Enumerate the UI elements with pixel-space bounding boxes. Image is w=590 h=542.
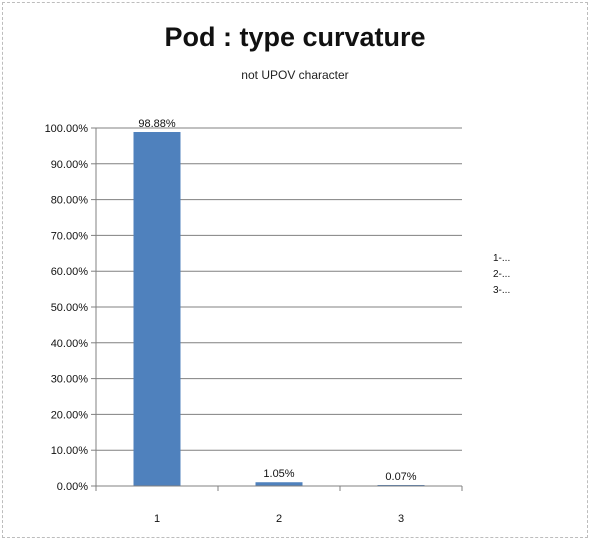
y-tick-label: 40.00% [51, 338, 89, 350]
y-tick-label: 100.00% [45, 123, 89, 135]
x-tick-label: 1 [154, 513, 160, 525]
data-label: 0.07% [385, 471, 416, 483]
y-tick-label: 20.00% [51, 409, 89, 421]
data-label: 1.05% [263, 468, 294, 480]
x-tick-label: 3 [398, 513, 404, 525]
y-tick-label: 90.00% [51, 159, 89, 171]
y-tick-label: 70.00% [51, 230, 89, 242]
y-tick-label: 50.00% [51, 302, 89, 314]
y-tick-label: 80.00% [51, 195, 89, 207]
data-labels: 98.88% 1.05% 0.07% [138, 118, 416, 483]
y-axis-tick-labels: 0.00% 10.00% 20.00% 30.00% 40.00% 50.00% 60.00… [45, 123, 89, 493]
x-tick-label: 2 [276, 513, 282, 525]
y-tick-label: 30.00% [51, 374, 89, 386]
legend-entry: 2-... [493, 269, 510, 280]
chart-title: Pod : type curvature [164, 22, 426, 52]
y-tick-label: 10.00% [51, 445, 89, 457]
legend-entry: 3-... [493, 285, 510, 296]
data-label: 98.88% [138, 118, 176, 130]
axes [95, 128, 463, 491]
chart-subtitle: not UPOV character [241, 68, 349, 82]
y-tick-label: 0.00% [57, 481, 88, 493]
bar-2 [255, 482, 303, 486]
legend-entry: 1-... [493, 253, 510, 264]
x-axis-tick-labels: 1 2 3 [154, 513, 404, 525]
y-tick-label: 60.00% [51, 266, 89, 278]
legend: 1-... 2-... 3-... [493, 253, 510, 296]
bar-1 [133, 132, 181, 487]
bars [133, 132, 425, 487]
